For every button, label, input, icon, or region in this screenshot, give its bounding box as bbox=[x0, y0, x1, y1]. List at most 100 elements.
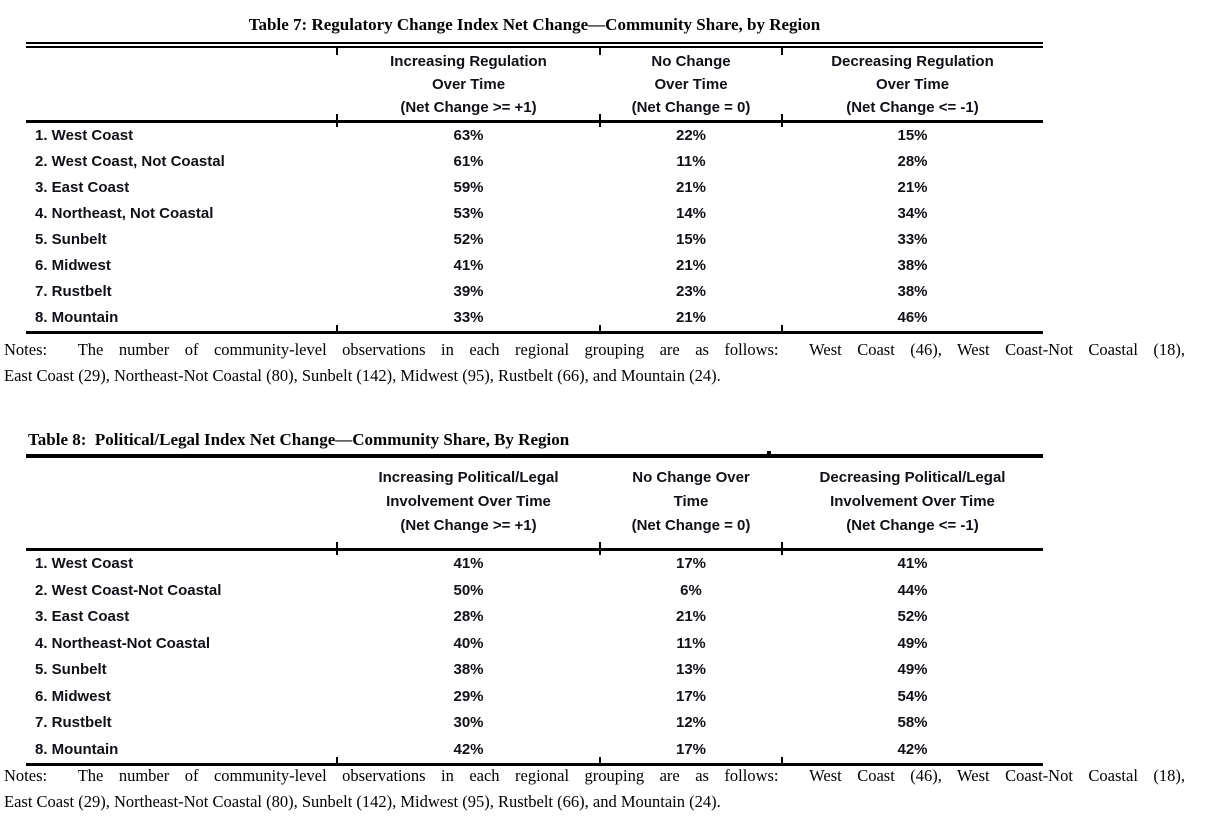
header-line: (Net Change = 0) bbox=[631, 99, 751, 116]
region-label: 5. Sunbelt bbox=[35, 661, 107, 678]
region-label: 2. West Coast, Not Coastal bbox=[35, 153, 225, 170]
region-label: 7. Rustbelt bbox=[35, 714, 112, 731]
column-divider-tick bbox=[336, 542, 338, 555]
value-cell: 17% bbox=[675, 740, 707, 758]
header-line: No Change Over bbox=[632, 469, 750, 486]
header-line: Over Time bbox=[431, 76, 506, 93]
value-cell: 15% bbox=[897, 127, 928, 144]
value-cell: 22% bbox=[675, 127, 707, 144]
region-label: 2. West Coast-Not Coastal bbox=[35, 581, 222, 599]
column-divider-tick bbox=[781, 542, 783, 555]
value-cell: 38% bbox=[897, 283, 928, 300]
header-line: Increasing Regulation bbox=[390, 53, 547, 70]
value-cell: 28% bbox=[453, 608, 484, 625]
value-cell: 61% bbox=[453, 153, 484, 170]
column-divider-tick bbox=[781, 114, 783, 127]
region-label: 5. Sunbelt bbox=[35, 231, 107, 248]
value-cell: 12% bbox=[675, 714, 707, 731]
value-cell: 6% bbox=[680, 581, 702, 599]
region-label: 6. Midwest bbox=[35, 257, 111, 274]
value-cell: 33% bbox=[453, 309, 484, 326]
region-label: 1. West Coast bbox=[35, 127, 134, 144]
value-cell: 34% bbox=[897, 205, 928, 222]
header-line: Increasing Political/Legal bbox=[378, 469, 559, 486]
value-cell: 41% bbox=[453, 555, 484, 572]
value-cell: 58% bbox=[897, 714, 928, 731]
column-divider-tick bbox=[781, 325, 783, 331]
value-cell: 50% bbox=[453, 581, 484, 599]
header-line: Over Time bbox=[875, 76, 950, 93]
column-divider-tick bbox=[336, 757, 338, 763]
table8: Increasing Political/Legal Involvement O… bbox=[26, 458, 1043, 766]
value-cell: 49% bbox=[897, 634, 928, 652]
column-divider-tick bbox=[599, 114, 601, 127]
row-header-spacer bbox=[26, 48, 337, 120]
column-header-increasing: Increasing Regulation Over Time (Net Cha… bbox=[337, 48, 600, 120]
value-cell: 14% bbox=[675, 205, 707, 222]
value-cell: 52% bbox=[897, 608, 928, 625]
table7: Increasing Regulation Over Time (Net Cha… bbox=[26, 48, 1043, 334]
value-cell: 21% bbox=[897, 179, 928, 196]
value-cell: 42% bbox=[453, 740, 484, 758]
column-divider-tick bbox=[599, 757, 601, 763]
region-label: 3. East Coast bbox=[35, 608, 130, 625]
value-cell: 21% bbox=[675, 608, 707, 625]
value-cell: 30% bbox=[453, 714, 484, 731]
region-label: 4. Northeast-Not Coastal bbox=[35, 634, 211, 652]
value-cell: 11% bbox=[676, 153, 706, 170]
table7-top-rule bbox=[26, 42, 1043, 55]
value-cell: 52% bbox=[453, 231, 484, 248]
header-line: Involvement Over Time bbox=[386, 493, 551, 510]
column-header-decreasing: Decreasing Regulation Over Time (Net Cha… bbox=[782, 48, 1043, 120]
header-line: Over Time bbox=[654, 76, 728, 93]
column-header-decreasing: Decreasing Political/Legal Involvement O… bbox=[782, 458, 1043, 548]
value-cell: 40% bbox=[453, 634, 484, 652]
region-label: 8. Mountain bbox=[35, 740, 119, 758]
value-cell: 41% bbox=[897, 555, 928, 572]
value-cell: 28% bbox=[897, 153, 928, 170]
value-cell: 46% bbox=[897, 309, 928, 326]
column-divider-tick bbox=[767, 451, 771, 454]
header-line: Time bbox=[673, 493, 709, 510]
value-cell: 17% bbox=[675, 687, 707, 705]
region-label: 8. Mountain bbox=[35, 309, 119, 326]
region-label: 7. Rustbelt bbox=[35, 283, 112, 300]
value-cell: 44% bbox=[897, 581, 928, 599]
header-line: (Net Change <= -1) bbox=[846, 99, 979, 116]
header-line: (Net Change <= -1) bbox=[846, 517, 979, 534]
value-cell: 23% bbox=[675, 283, 707, 300]
header-line: (Net Change = 0) bbox=[631, 517, 751, 534]
value-cell: 53% bbox=[453, 205, 484, 222]
column-divider-tick bbox=[336, 114, 338, 127]
notes-line: East Coast (29), Northeast-Not Coastal (… bbox=[4, 792, 721, 811]
column-divider-tick bbox=[336, 325, 338, 331]
value-cell: 13% bbox=[675, 661, 707, 678]
row-header-spacer bbox=[26, 458, 337, 548]
table7-bottom-rule bbox=[26, 325, 1043, 334]
table7-notes: Notes: The number of community-level obs… bbox=[4, 337, 1185, 389]
table8-title: Table 8: Political/Legal Index Net Chang… bbox=[28, 430, 570, 449]
region-label: 1. West Coast bbox=[35, 555, 134, 572]
table7-header-rule bbox=[26, 114, 1043, 127]
notes-line: Notes: The number of community-level obs… bbox=[4, 340, 1185, 359]
header-line: Decreasing Regulation bbox=[831, 53, 994, 70]
value-cell: 21% bbox=[675, 179, 707, 196]
value-cell: 29% bbox=[453, 687, 484, 705]
header-line: (Net Change >= +1) bbox=[400, 99, 537, 116]
column-divider-tick bbox=[599, 48, 601, 55]
value-cell: 41% bbox=[453, 257, 484, 274]
value-cell: 21% bbox=[675, 309, 707, 326]
value-cell: 39% bbox=[453, 283, 484, 300]
column-header-no-change: No Change Over Time (Net Change = 0) bbox=[600, 458, 782, 548]
region-label: 4. Northeast, Not Coastal bbox=[35, 205, 214, 222]
value-cell: 38% bbox=[453, 661, 484, 678]
header-line: (Net Change >= +1) bbox=[400, 517, 537, 534]
table8-bottom-rule bbox=[26, 757, 1043, 766]
header-line: Decreasing Political/Legal bbox=[819, 469, 1006, 486]
region-label: 3. East Coast bbox=[35, 179, 130, 196]
header-line: No Change bbox=[651, 53, 731, 70]
column-divider-tick bbox=[336, 48, 338, 55]
header-line: Involvement Over Time bbox=[830, 493, 995, 510]
value-cell: 63% bbox=[453, 127, 484, 144]
